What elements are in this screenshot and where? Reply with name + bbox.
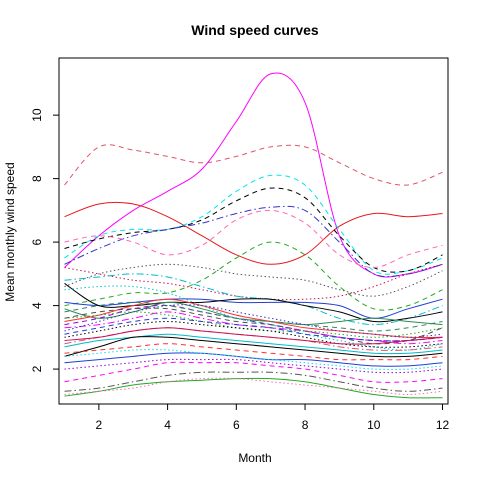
y-axis: 2 4 6 8 10 <box>30 108 59 372</box>
y-tick-label: 2 <box>30 365 44 372</box>
series-layer <box>64 72 443 399</box>
series-line-29 <box>64 361 443 383</box>
x-tick-label: 12 <box>436 418 450 432</box>
x-axis: 2 4 6 8 10 12 <box>96 404 450 432</box>
series-line-2 <box>64 144 443 186</box>
x-tick-label: 10 <box>367 418 381 432</box>
series-line-8 <box>64 241 443 311</box>
plot-frame <box>58 57 449 405</box>
series-line-31 <box>64 377 443 399</box>
x-tick-label: 4 <box>164 418 171 432</box>
x-axis-label: Month <box>238 451 271 465</box>
series-line-26 <box>64 343 443 361</box>
x-tick-label: 6 <box>233 418 240 432</box>
series-line-15 <box>64 298 443 339</box>
series-line-7 <box>64 209 443 269</box>
chart-title: Wind speed curves <box>191 22 319 38</box>
series-line-34 <box>64 301 443 332</box>
x-tick-label: 2 <box>96 418 103 432</box>
series-line-30 <box>64 371 443 392</box>
series-line-28 <box>64 358 443 374</box>
y-tick-label: 8 <box>30 175 44 182</box>
y-tick-label: 10 <box>30 108 44 122</box>
series-line-21 <box>64 317 443 342</box>
series-line-10 <box>64 263 443 297</box>
series-line-17 <box>64 285 443 351</box>
series-line-35 <box>64 327 443 345</box>
series-line-33 <box>64 349 443 370</box>
x-tick-label: 8 <box>302 418 309 432</box>
series-line-6 <box>64 205 443 278</box>
y-tick-label: 6 <box>30 238 44 245</box>
series-line-1 <box>64 72 443 278</box>
series-line-3 <box>64 201 443 265</box>
series-line-11 <box>64 273 443 326</box>
y-axis-label: Mean monthly wind speed <box>3 162 17 301</box>
series-line-5 <box>64 187 443 273</box>
series-line-27 <box>64 352 443 367</box>
series-line-36 <box>64 304 443 338</box>
y-tick-label: 4 <box>30 302 44 309</box>
series-line-25 <box>64 336 443 358</box>
series-line-32 <box>64 377 443 396</box>
series-line-4 <box>64 174 443 275</box>
series-line-9 <box>64 263 443 301</box>
